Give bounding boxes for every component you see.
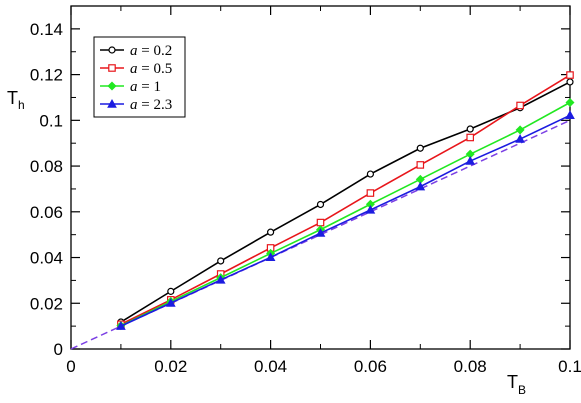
- x-tick-label: 0.08: [454, 357, 487, 376]
- series-line: [120, 74, 571, 326]
- data-point: [217, 257, 225, 265]
- series-1: [117, 78, 574, 326]
- legend-marker: [107, 98, 117, 108]
- legend-marker: [108, 64, 116, 72]
- x-tick-label: 0.06: [354, 357, 387, 376]
- labels-layer: 0 0.02 0.04 0.06 0.08 0.1 0 0.02 0.04 0.06 0.08 0.1…: [7, 20, 581, 397]
- series-2: [117, 71, 574, 329]
- y-axis-label-sub: h: [18, 98, 25, 112]
- x-axis-label: TB: [507, 372, 526, 397]
- data-point: [165, 298, 176, 307]
- legend-item: a = 2.3: [100, 97, 172, 113]
- data-point: [215, 274, 226, 284]
- legend-label-var: a: [130, 97, 138, 113]
- legend-marker: [107, 81, 117, 91]
- data-point: [265, 252, 276, 262]
- legend-label-var: a: [130, 61, 138, 77]
- series-line: [120, 114, 571, 327]
- ticks-layer: [70, 6, 571, 350]
- series-3: [116, 97, 575, 331]
- x-tick-label: 0: [66, 357, 75, 376]
- x-tick-label: 0.04: [254, 357, 287, 376]
- y-tick-label: 0.14: [30, 20, 63, 39]
- y-axis-label-main: T: [7, 88, 18, 108]
- data-point: [465, 156, 476, 165]
- data-point: [366, 170, 374, 178]
- data-point: [116, 321, 126, 330]
- y-axis-label: Th: [7, 88, 25, 112]
- legend-label: a = 1: [130, 79, 161, 95]
- data-point: [315, 228, 326, 237]
- legend-label-value: = 0.5: [138, 61, 173, 77]
- y-tick-label: 0.08: [30, 157, 63, 176]
- x-axis-label-main: T: [507, 372, 518, 392]
- data-point: [466, 133, 475, 142]
- data-point: [466, 125, 474, 133]
- data-point: [566, 71, 574, 79]
- y-tick-label: 0: [54, 340, 63, 359]
- data-point: [267, 228, 275, 236]
- data-point: [565, 110, 575, 120]
- legend-label: a = 0.2: [130, 43, 172, 59]
- data-point: [316, 200, 325, 209]
- series-line: [120, 81, 571, 323]
- legend: a = 0.2a = 0.5a = 1a = 2.3: [93, 36, 186, 118]
- legend-item: a = 0.2: [100, 43, 172, 59]
- data-point: [365, 204, 376, 214]
- data-point: [565, 97, 575, 108]
- x-tick-label: 0.1: [558, 357, 581, 376]
- x-axis-label-sub: B: [518, 383, 526, 397]
- y-tick-label: 0.1: [39, 111, 63, 130]
- legend-item: a = 0.5: [100, 61, 172, 77]
- legend-label: a = 2.3: [130, 97, 172, 113]
- data-point: [515, 134, 525, 143]
- data-point: [516, 101, 524, 110]
- legend-label-value: = 0.2: [138, 43, 173, 59]
- data-point: [515, 125, 525, 135]
- data-point: [416, 161, 425, 169]
- y-tick-label: 0.06: [30, 203, 63, 222]
- legend-label-value: = 1: [138, 79, 161, 95]
- series-4: [116, 110, 575, 330]
- series-layer: [116, 71, 575, 331]
- data-point: [566, 78, 574, 86]
- data-point: [415, 181, 426, 191]
- legend-label-var: a: [130, 79, 138, 95]
- x-tick-label: 0.02: [154, 357, 187, 376]
- legend-item: a = 1: [100, 79, 161, 95]
- y-tick-label: 0.04: [30, 249, 63, 268]
- legend-label-var: a: [130, 43, 138, 59]
- data-point: [366, 189, 375, 197]
- data-point: [316, 218, 325, 227]
- y-tick-label: 0.12: [30, 66, 63, 85]
- legend-label: a = 0.5: [130, 61, 172, 77]
- legend-marker: [108, 46, 116, 54]
- legend-label-value: = 2.3: [138, 97, 173, 113]
- series-line: [120, 101, 571, 327]
- data-point: [416, 144, 424, 152]
- y-tick-label: 0.02: [30, 294, 63, 313]
- data-point: [167, 287, 175, 295]
